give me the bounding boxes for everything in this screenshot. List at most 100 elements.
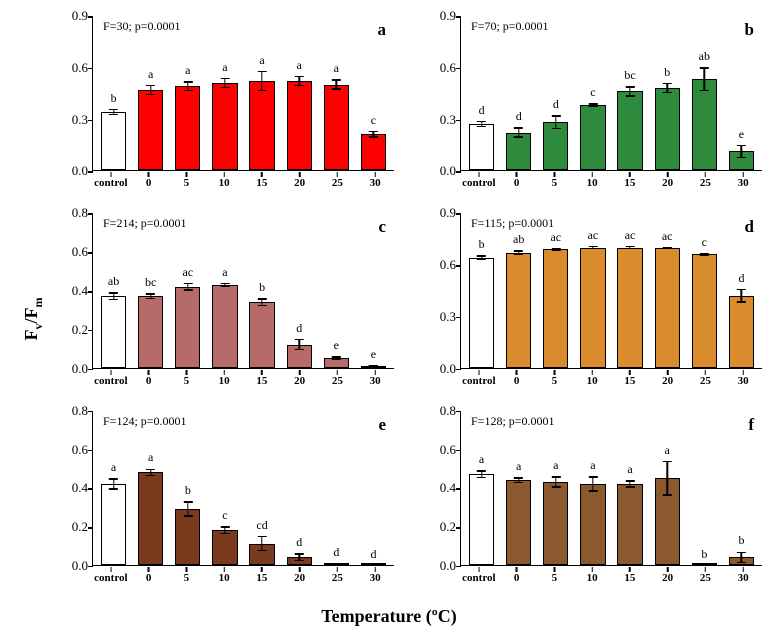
bar [101,296,126,367]
bar-annotation: b [479,237,485,252]
x-tick: 20 [662,572,673,584]
error-bar [150,85,151,95]
x-tick: 30 [370,177,381,189]
bar-annotation: a [334,61,339,76]
bar-wrap: bc [132,213,169,367]
plot-area: F=115; p=0.0001dbabacacacaccd [460,213,762,368]
bar-annotation: a [222,60,227,75]
y-tick: 0.6 [424,257,456,273]
x-tick: 20 [294,177,305,189]
bar-wrap: a [132,411,169,565]
bar-annotation: a [553,458,558,473]
bar [212,285,237,368]
error-bar [261,536,262,551]
plot-area: F=214; p=0.0001cabbcacabdee [92,213,394,368]
error-bar [373,365,374,367]
error-bar [187,81,188,91]
bars-container: baaaaaac [93,16,394,170]
x-tick: control [462,177,495,189]
x-tick: 5 [552,572,558,584]
y-tick: 0.8 [56,205,88,221]
bar [287,81,312,170]
y-ticks: 0.00.20.40.60.8 [56,213,90,368]
y-tick: 0.0 [56,163,88,179]
bar-wrap: ac [537,213,574,367]
x-tick: 20 [294,375,305,387]
bar-annotation: a [111,460,116,475]
error-bar [336,79,337,89]
error-bar [592,476,593,491]
x-tick: 5 [184,572,190,584]
panel-a: 0.00.30.60.9F=30; p=0.0001abaaaaaaccontr… [56,10,400,195]
x-tick: 0 [146,177,152,189]
bar [580,248,605,368]
bar-annotation: b [259,280,265,295]
bar-annotation: d [516,109,522,124]
bar-annotation: cd [256,518,267,533]
error-bar [518,477,519,483]
y-tick: 0.6 [424,442,456,458]
y-tick: 0.6 [56,60,88,76]
bar [361,563,386,565]
y-tick: 0.0 [424,163,456,179]
bar-wrap: a [95,411,132,565]
bar-wrap: b [649,16,686,170]
figure: Fv/Fm Temperature (ºC) 0.00.30.60.9F=30;… [10,10,768,627]
y-tick: 0.3 [424,112,456,128]
panel-e: 0.00.20.40.60.8F=124; p=0.0001eaabccdddd… [56,405,400,590]
x-tick: 15 [624,177,635,189]
bar-wrap: a [463,411,500,565]
bar-wrap: cd [244,411,281,565]
error-bar [261,71,262,92]
bar-wrap: ac [612,213,649,367]
error-bar [555,115,556,129]
bar-annotation: ac [550,230,561,245]
bar-wrap: ab [500,213,537,367]
bar-annotation: d [333,545,339,560]
x-tick: 10 [219,375,230,387]
bar-wrap: a [169,16,206,170]
bar [692,254,717,367]
y-tick: 0.4 [56,283,88,299]
bar [469,474,494,565]
bar-annotation: ab [108,274,119,289]
bar [175,287,200,368]
bar-annotation: e [334,338,339,353]
bar-wrap: c [686,213,723,367]
bar [469,258,494,368]
bar-wrap: e [723,16,760,170]
x-tick: control [462,375,495,387]
bar [729,296,754,368]
bar [138,90,163,171]
bar-annotation: c [702,235,707,250]
error-bar [113,109,114,116]
error-bar [741,145,742,159]
y-ticks: 0.00.30.60.9 [424,213,458,368]
error-bar [261,298,262,306]
x-ticks: control051015202530 [92,173,394,195]
bar [543,122,568,170]
bar [543,249,568,367]
x-tick: 10 [219,177,230,189]
error-bar [518,127,519,137]
x-tick: 25 [700,375,711,387]
bar-wrap: a [244,16,281,170]
error-bar [666,83,667,93]
bar-wrap: b [244,213,281,367]
bar-annotation: ab [699,49,710,64]
bar-wrap: a [500,411,537,565]
bar-annotation: ac [182,265,193,280]
error-bar [150,469,151,477]
error-bar [741,289,742,303]
y-ticks: 0.00.20.40.60.8 [56,411,90,566]
y-tick: 0.3 [56,112,88,128]
y-tick: 0.4 [424,480,456,496]
x-tick: 5 [552,177,558,189]
bar-wrap: c [355,16,392,170]
bar [692,79,717,170]
bar-annotation: c [371,113,376,128]
y-tick: 0.9 [56,8,88,24]
bar-annotation: e [739,127,744,142]
error-bar [666,461,667,496]
x-axis-label: Temperature (ºC) [321,606,456,627]
